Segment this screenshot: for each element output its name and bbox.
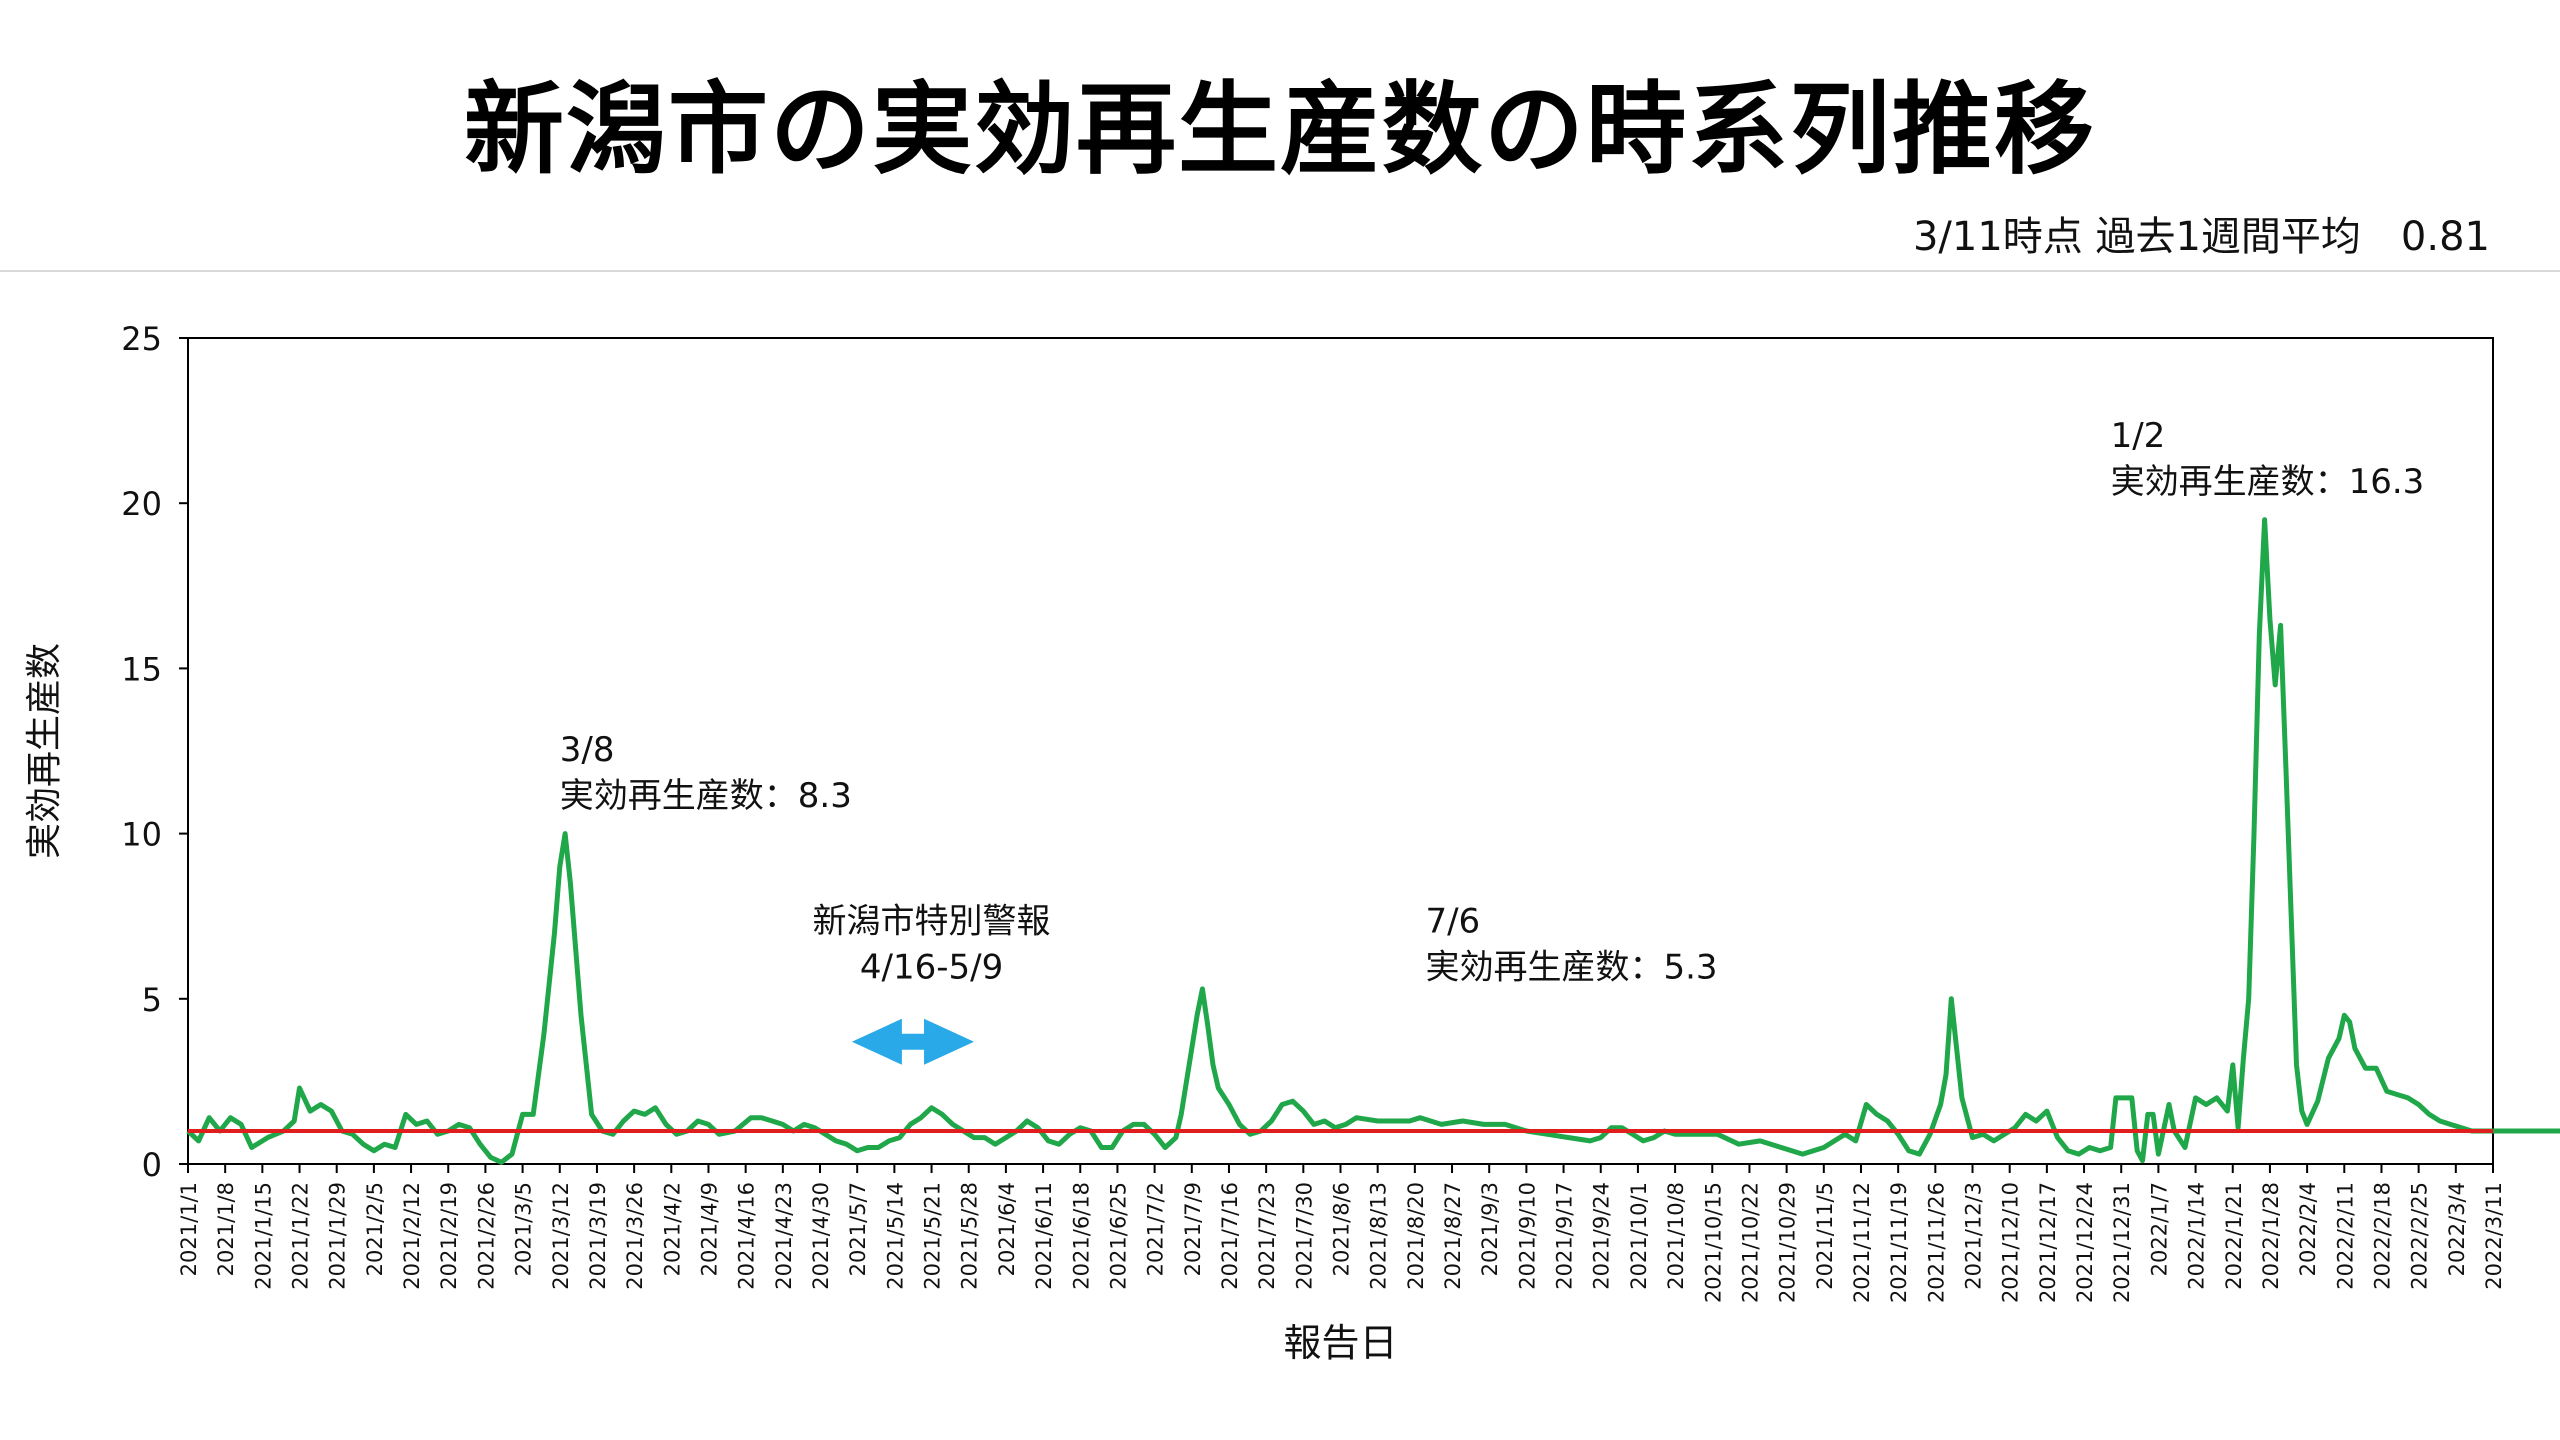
x-tick-label: 2021/7/23 xyxy=(1255,1182,1279,1290)
rt-series-line xyxy=(186,517,2560,1165)
x-tick-label: 2021/3/19 xyxy=(586,1182,610,1290)
x-tick-label: 2022/1/14 xyxy=(2185,1182,2209,1290)
divider xyxy=(0,270,2560,272)
x-tick-label: 2021/4/23 xyxy=(772,1182,796,1290)
y-axis-ticks: 0 5 10 15 20 25 xyxy=(121,320,188,1184)
x-tick-label: 2021/7/16 xyxy=(1218,1182,1242,1290)
x-tick-label: 2021/12/10 xyxy=(1999,1182,2023,1303)
x-tick-label: 2021/7/30 xyxy=(1292,1182,1316,1290)
x-tick-label: 2021/2/19 xyxy=(437,1182,461,1290)
x-tick-label: 2021/1/29 xyxy=(326,1182,350,1290)
x-tick-label: 2021/9/3 xyxy=(1478,1182,1502,1276)
x-tick-label: 2021/3/12 xyxy=(549,1182,573,1290)
x-tick-label: 2022/1/7 xyxy=(2147,1182,2171,1276)
annotation-line2: 実効再生産数：8.3 xyxy=(560,776,852,816)
y-axis-label: 実効再生産数 xyxy=(24,643,65,859)
x-tick-label: 2021/11/5 xyxy=(1813,1182,1837,1290)
annotation-line2: 実効再生産数：5.3 xyxy=(1425,948,1717,988)
x-tick-label: 2021/8/6 xyxy=(1330,1182,1354,1276)
x-tick-label: 2022/2/4 xyxy=(2296,1182,2320,1276)
x-tick-label: 2021/1/22 xyxy=(289,1182,313,1290)
x-tick-label: 2022/2/18 xyxy=(2370,1182,2394,1290)
x-tick-label: 2022/3/11 xyxy=(2482,1182,2506,1290)
x-tick-label: 2021/11/26 xyxy=(1924,1182,1948,1303)
annotations: 3/8 実効再生産数：8.3 7/6 実効再生産数：5.3 1/2 実効再生産数：16.3… xyxy=(560,416,2425,1065)
x-axis-ticks: 2021/1/1 2021/1/8 2021/1/15 2021/1/22 2021/1… xyxy=(177,1164,2506,1303)
x-tick-label: 2021/6/18 xyxy=(1069,1182,1093,1290)
x-tick-label: 2022/1/28 xyxy=(2259,1182,2283,1290)
x-tick-label: 2021/3/26 xyxy=(623,1182,647,1290)
x-tick-label: 2021/8/13 xyxy=(1367,1182,1391,1290)
y-tick-label: 20 xyxy=(121,485,162,523)
x-tick-label: 2021/12/31 xyxy=(2110,1182,2134,1303)
x-tick-label: 2021/4/2 xyxy=(660,1182,684,1276)
y-tick-label: 10 xyxy=(121,816,162,854)
x-tick-label: 2021/2/12 xyxy=(400,1182,424,1290)
double-arrow-icon xyxy=(851,1018,975,1065)
y-tick-label: 15 xyxy=(121,650,162,688)
x-tick-label: 2021/9/17 xyxy=(1553,1182,1577,1290)
x-tick-label: 2021/7/2 xyxy=(1144,1182,1168,1276)
x-tick-label: 2021/11/12 xyxy=(1850,1182,1874,1303)
annotation-line1: 3/8 xyxy=(560,730,615,770)
x-tick-label: 2021/10/1 xyxy=(1627,1182,1651,1290)
y-tick-label: 0 xyxy=(142,1146,162,1184)
x-tick-label: 2021/5/28 xyxy=(958,1182,982,1290)
x-tick-label: 2021/4/9 xyxy=(697,1182,721,1276)
x-tick-label: 2021/12/17 xyxy=(2036,1182,2060,1303)
x-tick-label: 2021/11/19 xyxy=(1887,1182,1911,1303)
annotation-line1: 新潟市特別警報 xyxy=(813,902,1051,942)
annotation-line2: 実効再生産数：16.3 xyxy=(2111,462,2425,502)
x-tick-label: 2022/2/11 xyxy=(2333,1182,2357,1290)
y-tick-label: 25 xyxy=(121,320,162,358)
x-tick-label: 2021/1/8 xyxy=(214,1182,238,1276)
x-axis-label: 報告日 xyxy=(1283,1321,1397,1365)
annotation-line1: 7/6 xyxy=(1425,902,1480,942)
page-title: 新潟市の実効再生産数の時系列推移 xyxy=(464,71,2096,188)
x-tick-label: 2021/2/5 xyxy=(363,1182,387,1276)
x-tick-label: 2021/12/3 xyxy=(1962,1182,1986,1290)
x-tick-label: 2021/6/4 xyxy=(995,1182,1019,1276)
x-tick-label: 2021/8/20 xyxy=(1404,1182,1428,1290)
x-tick-label: 2022/1/21 xyxy=(2222,1182,2246,1290)
y-tick-label: 5 xyxy=(142,981,162,1019)
x-tick-label: 2021/10/15 xyxy=(1701,1182,1725,1303)
x-tick-label: 2021/1/1 xyxy=(177,1182,201,1276)
x-tick-label: 2021/5/21 xyxy=(921,1182,945,1290)
x-tick-label: 2021/1/15 xyxy=(251,1182,275,1290)
x-tick-label: 2022/2/25 xyxy=(2408,1182,2432,1290)
x-tick-label: 2021/10/8 xyxy=(1664,1182,1688,1290)
x-tick-label: 2021/4/30 xyxy=(809,1182,833,1290)
x-tick-label: 2021/2/26 xyxy=(474,1182,498,1290)
annotation-line2: 4/16-5/9 xyxy=(860,948,1003,988)
x-tick-label: 2021/4/16 xyxy=(735,1182,759,1290)
x-tick-label: 2021/12/24 xyxy=(2073,1182,2097,1303)
average-note: 3/11時点 過去1週間平均 0.81 xyxy=(1912,214,2490,260)
x-tick-label: 2021/6/25 xyxy=(1106,1182,1130,1290)
x-tick-label: 2022/3/4 xyxy=(2445,1182,2469,1276)
x-tick-label: 2021/5/14 xyxy=(883,1182,907,1290)
x-tick-label: 2021/7/9 xyxy=(1181,1182,1205,1276)
x-tick-label: 2021/10/29 xyxy=(1776,1182,1800,1303)
x-tick-label: 2021/9/24 xyxy=(1590,1182,1614,1290)
x-tick-label: 2021/9/10 xyxy=(1515,1182,1539,1290)
x-tick-label: 2021/8/27 xyxy=(1441,1182,1465,1290)
x-tick-label: 2021/10/22 xyxy=(1738,1182,1762,1303)
x-tick-label: 2021/6/11 xyxy=(1032,1182,1056,1290)
series-layer xyxy=(186,517,2560,1165)
annotation-line1: 1/2 xyxy=(2111,416,2166,456)
x-tick-label: 2021/5/7 xyxy=(846,1182,870,1276)
x-tick-label: 2021/3/5 xyxy=(512,1182,536,1276)
